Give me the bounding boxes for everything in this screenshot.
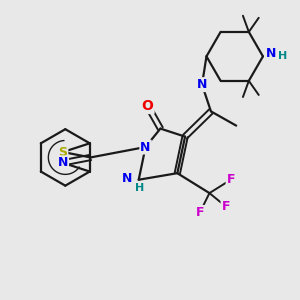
- Text: N: N: [197, 78, 207, 91]
- Text: F: F: [221, 200, 230, 213]
- Text: N: N: [140, 140, 151, 154]
- Text: N: N: [266, 47, 277, 60]
- Text: F: F: [226, 173, 235, 186]
- Text: O: O: [142, 99, 154, 113]
- Text: N: N: [122, 172, 133, 185]
- Text: F: F: [196, 206, 204, 219]
- Text: N: N: [58, 156, 68, 169]
- Text: H: H: [135, 183, 144, 193]
- Text: H: H: [278, 51, 287, 61]
- Text: S: S: [58, 146, 68, 158]
